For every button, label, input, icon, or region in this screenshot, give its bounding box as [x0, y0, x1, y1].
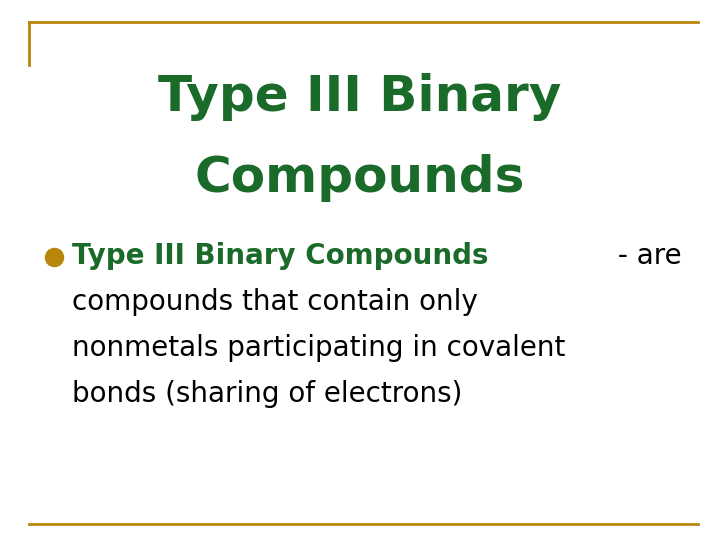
- Text: Type III Binary Compounds: Type III Binary Compounds: [72, 242, 488, 271]
- Text: compounds that contain only: compounds that contain only: [72, 288, 478, 316]
- Text: Type III Binary: Type III Binary: [158, 73, 562, 121]
- Text: Compounds: Compounds: [195, 154, 525, 202]
- Text: bonds (sharing of electrons): bonds (sharing of electrons): [72, 380, 462, 408]
- Text: - are: - are: [609, 242, 682, 271]
- Text: nonmetals participating in covalent: nonmetals participating in covalent: [72, 334, 565, 362]
